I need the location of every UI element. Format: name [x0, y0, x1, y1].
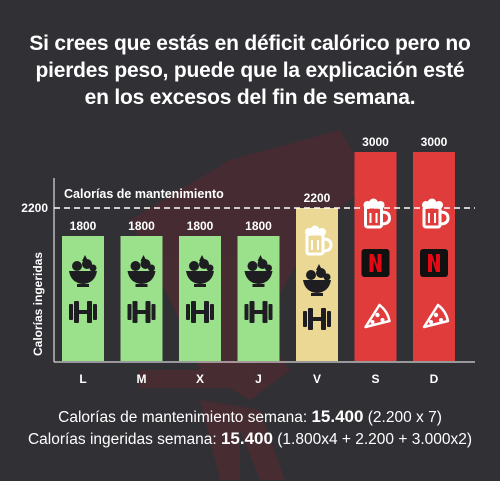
data-label-V: 2200	[304, 191, 331, 205]
salad-icon	[244, 255, 273, 287]
pizza-icon	[364, 303, 391, 329]
dumbbell-icon	[186, 301, 214, 323]
beer-icon	[305, 225, 333, 256]
y-axis-label: Calorías ingeridas	[31, 252, 45, 356]
dumbbell-icon	[127, 301, 156, 323]
data-label-M: 1800	[128, 219, 155, 233]
headline-line-1: Si crees que estás en déficit calórico p…	[29, 32, 471, 55]
salad-icon	[69, 255, 97, 287]
weekly-summary: Calorías de mantenimiento semana: 15.400…	[0, 406, 500, 450]
pizza-icon	[422, 303, 450, 329]
x-tick-J: J	[255, 372, 262, 386]
headline-line-3: en los excesos del fin de semana.	[84, 86, 416, 109]
bar-L	[62, 236, 104, 361]
data-label-L: 1800	[70, 219, 97, 233]
data-label-D: 3000	[421, 135, 448, 149]
dumbbell-icon	[303, 308, 331, 330]
beer-icon	[422, 198, 450, 229]
netflix-icon	[420, 249, 448, 277]
summary-intake: Calorías ingeridas semana: 15.400 (1.800…	[0, 428, 500, 450]
salad-icon	[303, 264, 331, 296]
x-tick-V: V	[313, 372, 321, 386]
x-tick-M: M	[137, 372, 147, 386]
summary-intake-detail: (1.800x4 + 2.200 + 3.000x2)	[272, 431, 473, 448]
data-label-X: 1800	[187, 219, 214, 233]
bar-M	[120, 236, 163, 361]
x-tick-L: L	[79, 372, 86, 386]
x-tick-S: S	[371, 372, 379, 386]
headline: Si crees que estás en déficit calórico p…	[0, 30, 500, 111]
bar-J	[237, 236, 280, 361]
summary-maintenance-text: Calorías de mantenimiento semana:	[58, 409, 312, 426]
summary-maintenance-detail: (2.200 x 7)	[363, 409, 442, 426]
summary-maintenance: Calorías de mantenimiento semana: 15.400…	[0, 406, 500, 428]
salad-icon	[186, 255, 214, 287]
data-label-J: 1800	[245, 219, 272, 233]
dumbbell-icon	[69, 301, 97, 323]
bar-X	[179, 236, 221, 361]
dumbbell-icon	[244, 301, 273, 323]
y-tick-label: 2200	[21, 201, 48, 215]
salad-icon	[127, 255, 156, 287]
beer-icon	[363, 198, 392, 229]
summary-intake-text: Calorías ingeridas semana:	[27, 431, 221, 448]
netflix-icon	[361, 249, 390, 277]
reference-line-label: Calorías de mantenimiento	[64, 187, 224, 201]
data-label-S: 3000	[362, 135, 389, 149]
headline-line-2: pierdes peso, puede que la explicación e…	[35, 59, 465, 82]
summary-maintenance-value: 15.400	[311, 407, 364, 426]
x-tick-D: D	[430, 372, 439, 386]
x-tick-X: X	[196, 372, 204, 386]
summary-intake-value: 15.400	[220, 429, 273, 448]
